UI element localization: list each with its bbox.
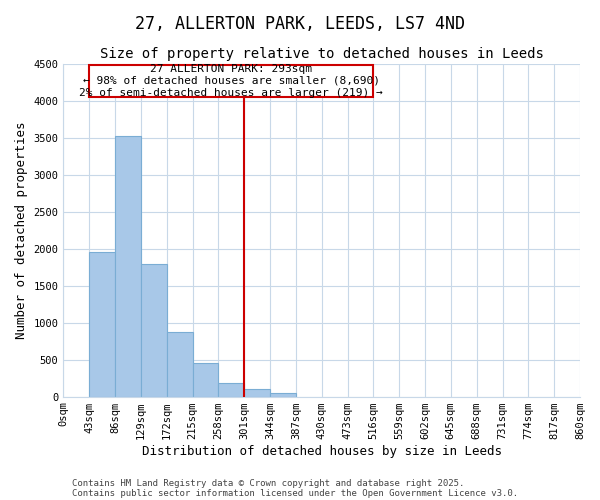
Bar: [141, 264, 167, 396]
Text: 2% of semi-detached houses are larger (219) →: 2% of semi-detached houses are larger (2…: [79, 88, 383, 98]
Bar: [89, 252, 115, 396]
Bar: [115, 136, 141, 396]
Text: 27 ALLERTON PARK: 293sqm: 27 ALLERTON PARK: 293sqm: [151, 64, 313, 74]
Y-axis label: Number of detached properties: Number of detached properties: [15, 122, 28, 339]
Text: Contains HM Land Registry data © Crown copyright and database right 2025.: Contains HM Land Registry data © Crown c…: [72, 478, 464, 488]
Bar: [167, 332, 193, 396]
Bar: [218, 383, 244, 396]
Text: 27, ALLERTON PARK, LEEDS, LS7 4ND: 27, ALLERTON PARK, LEEDS, LS7 4ND: [135, 15, 465, 33]
Bar: [244, 389, 270, 396]
Title: Size of property relative to detached houses in Leeds: Size of property relative to detached ho…: [100, 48, 544, 62]
X-axis label: Distribution of detached houses by size in Leeds: Distribution of detached houses by size …: [142, 444, 502, 458]
Text: Contains public sector information licensed under the Open Government Licence v3: Contains public sector information licen…: [72, 488, 518, 498]
Text: ← 98% of detached houses are smaller (8,690): ← 98% of detached houses are smaller (8,…: [83, 76, 380, 86]
Bar: [193, 364, 218, 396]
Bar: [270, 392, 296, 396]
Bar: [89, 65, 373, 98]
